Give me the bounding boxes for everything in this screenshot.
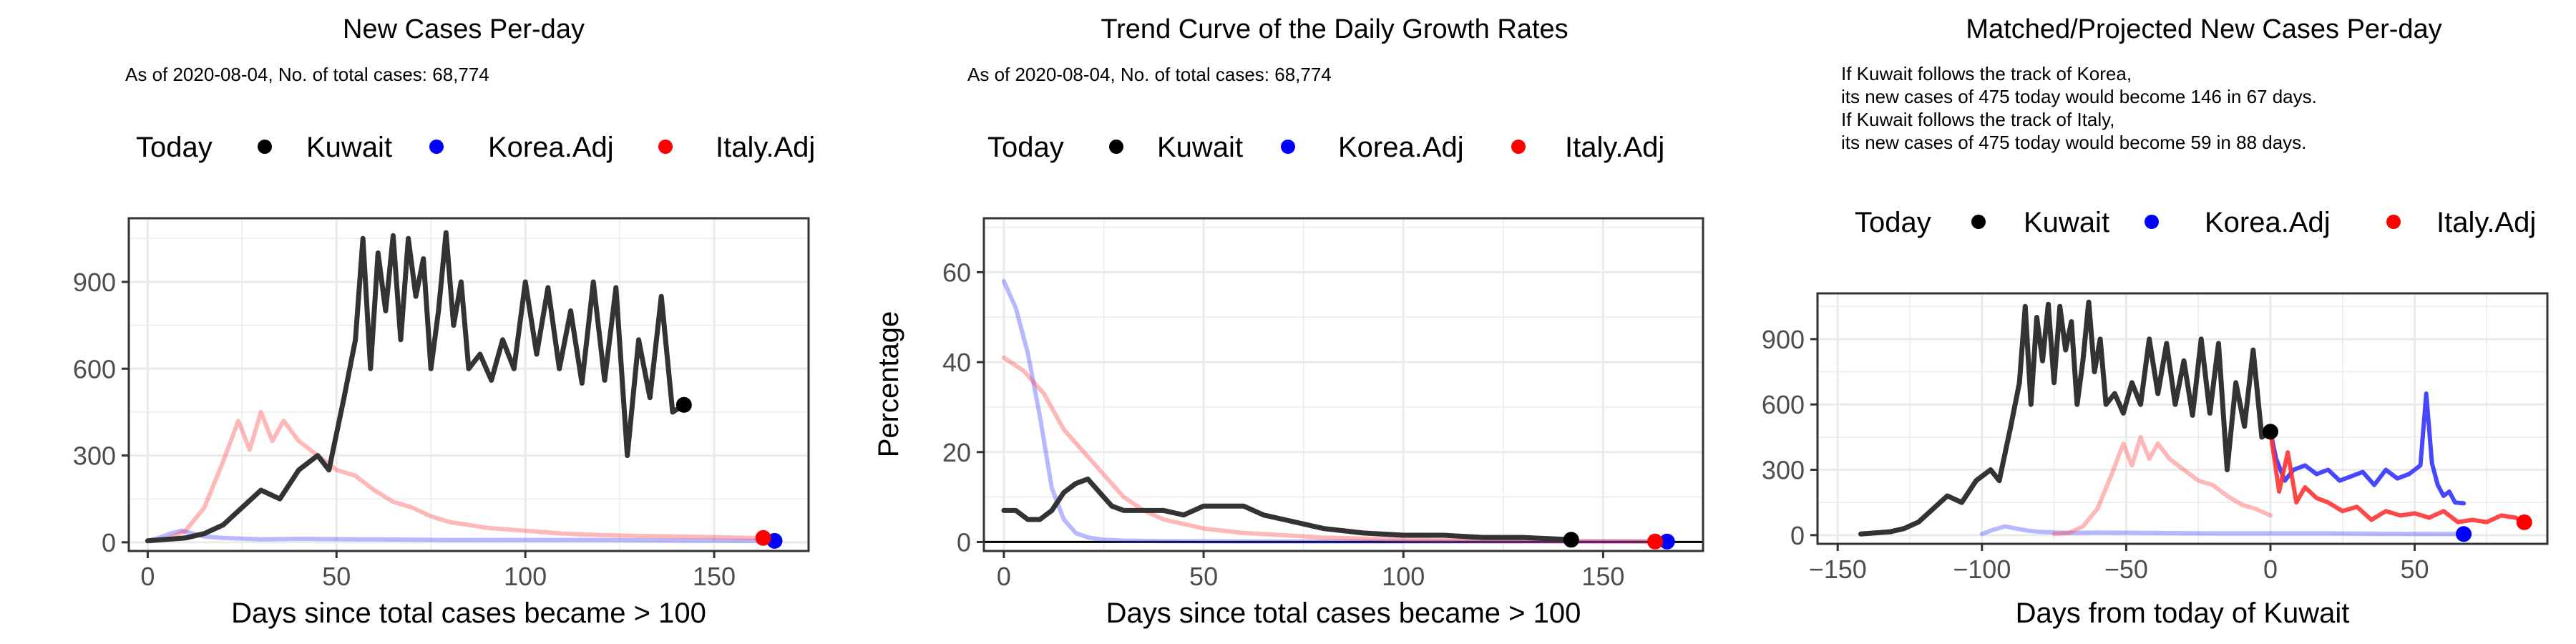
series-line-korea-adj	[1001, 279, 1669, 544]
plot-background	[129, 218, 809, 551]
today-point-italy-adj	[1647, 533, 1663, 550]
legend-label-kuwait: Kuwait	[1157, 132, 1243, 163]
x-tick-label: −50	[2104, 555, 2148, 584]
x-tick-label: 50	[2401, 555, 2429, 584]
legend: Today Kuwait Korea.Adj Italy.Adj	[136, 132, 815, 163]
y-tick-label: 300	[73, 441, 116, 471]
y-tick-label: 900	[73, 268, 116, 297]
legend-marker-korea-adj	[429, 140, 444, 154]
y-tick-label: 0	[102, 528, 116, 557]
x-tick-label: 150	[1581, 562, 1624, 591]
legend: Today Kuwait Korea.Adj Italy.Adj	[1855, 207, 2536, 238]
legend-label-korea-adj: Korea.Adj	[2205, 207, 2331, 238]
series-line-italy-adj	[2268, 429, 2527, 525]
y-tick-label: 0	[1790, 521, 1805, 550]
projection-annotation: its new cases of 475 today would become …	[1841, 86, 2317, 107]
legend-marker-korea-adj	[1281, 140, 1295, 154]
projection-annotation: If Kuwait follows the track of Korea,	[1841, 63, 2132, 84]
legend-label-italy-adj: Italy.Adj	[1565, 132, 1664, 163]
x-tick-label: 50	[322, 562, 351, 591]
chart-title: New Cases Per-day	[343, 14, 585, 44]
x-tick-label: −100	[1953, 555, 2011, 584]
legend-marker-italy-adj	[2386, 215, 2401, 229]
legend-label-italy-adj: Italy.Adj	[2436, 207, 2536, 238]
plot-background	[1818, 293, 2547, 544]
legend-title: Today	[987, 132, 1064, 163]
legend-marker-kuwait	[1109, 140, 1123, 154]
y-tick-label: 900	[1762, 325, 1805, 354]
x-axis-title: Days from today of Kuwait	[2016, 597, 2350, 629]
y-tick-label: 60	[942, 258, 971, 287]
series-line-italy-adj	[2051, 434, 2273, 537]
chart-subtitle: As of 2020-08-04, No. of total cases: 68…	[125, 64, 489, 85]
plot-border	[982, 217, 1704, 552]
x-tick-label: 0	[140, 562, 155, 591]
chart-subtitle: As of 2020-08-04, No. of total cases: 68…	[967, 64, 1332, 85]
projection-annotation: If Kuwait follows the track of Italy,	[1841, 109, 2114, 130]
series-group	[1001, 279, 1669, 544]
chart-title: Matched/Projected New Cases Per-day	[1966, 14, 2441, 44]
series-line-korea-adj	[1979, 524, 2464, 537]
legend-label-italy-adj: Italy.Adj	[716, 132, 815, 163]
plot-background	[984, 218, 1703, 551]
chart-title: Trend Curve of the Daily Growth Rates	[1101, 14, 1568, 44]
series-line-italy-adj	[145, 409, 766, 543]
x-tick-label: 50	[1189, 562, 1218, 591]
legend-label-korea-adj: Korea.Adj	[488, 132, 614, 163]
plot-border	[1816, 292, 2549, 545]
series-line-korea-adj	[2268, 391, 2467, 506]
legend-label-kuwait: Kuwait	[2024, 207, 2109, 238]
x-tick-label: −150	[1809, 555, 1867, 584]
x-axis-title: Days since total cases became > 100	[1106, 597, 1581, 629]
legend-marker-kuwait	[1971, 215, 1986, 229]
today-point-italy-adj	[755, 530, 771, 546]
x-tick-label: 100	[1382, 562, 1425, 591]
x-tick-label: 0	[997, 562, 1011, 591]
legend-title: Today	[1855, 207, 1931, 238]
plot-border	[127, 217, 810, 552]
legend: Today Kuwait Korea.Adj Italy.Adj	[987, 132, 1664, 163]
today-point-kuwait	[675, 396, 692, 413]
x-tick-label: 100	[504, 562, 547, 591]
legend-title: Today	[136, 132, 213, 163]
series-group	[145, 230, 777, 544]
x-tick-label: 0	[2263, 555, 2278, 584]
y-tick-label: 600	[73, 354, 116, 384]
y-tick-label: 40	[942, 348, 971, 377]
y-tick-label: 0	[957, 527, 971, 557]
legend-label-korea-adj: Korea.Adj	[1338, 132, 1464, 163]
series-line-korea-adj	[145, 528, 777, 543]
today-point-kuwait	[2262, 424, 2278, 440]
y-tick-label: 300	[1762, 456, 1805, 485]
x-tick-label: 150	[693, 562, 736, 591]
series-line-kuwait	[145, 230, 687, 544]
legend-label-kuwait: Kuwait	[306, 132, 392, 163]
chart-panel-3: Matched/Projected New Cases Per-day If Ku…	[1762, 14, 2549, 629]
today-point-korea-adj	[1659, 533, 1675, 550]
series-line-kuwait	[1001, 477, 1574, 542]
legend-marker-kuwait	[258, 140, 272, 154]
today-point-kuwait	[1563, 532, 1579, 548]
series-group	[1858, 299, 2527, 537]
x-axis-title: Days since total cases became > 100	[231, 597, 706, 629]
series-line-italy-adj	[1001, 355, 1657, 544]
y-tick-label: 20	[942, 438, 971, 467]
legend-marker-italy-adj	[1511, 140, 1526, 154]
today-point-korea-adj	[2456, 526, 2472, 542]
legend-marker-korea-adj	[2145, 215, 2159, 229]
y-axis-title: Percentage	[873, 311, 904, 458]
chart-panel-1: New Cases Per-day As of 2020-08-04, No. o…	[73, 14, 815, 629]
legend-marker-italy-adj	[658, 140, 673, 154]
today-point-italy-adj	[2516, 514, 2532, 530]
chart-panel-2: Trend Curve of the Daily Growth Rates As …	[873, 14, 1704, 629]
y-tick-label: 600	[1762, 390, 1805, 419]
series-line-kuwait	[1858, 299, 2273, 537]
projection-annotation: its new cases of 475 today would become …	[1841, 132, 2306, 153]
